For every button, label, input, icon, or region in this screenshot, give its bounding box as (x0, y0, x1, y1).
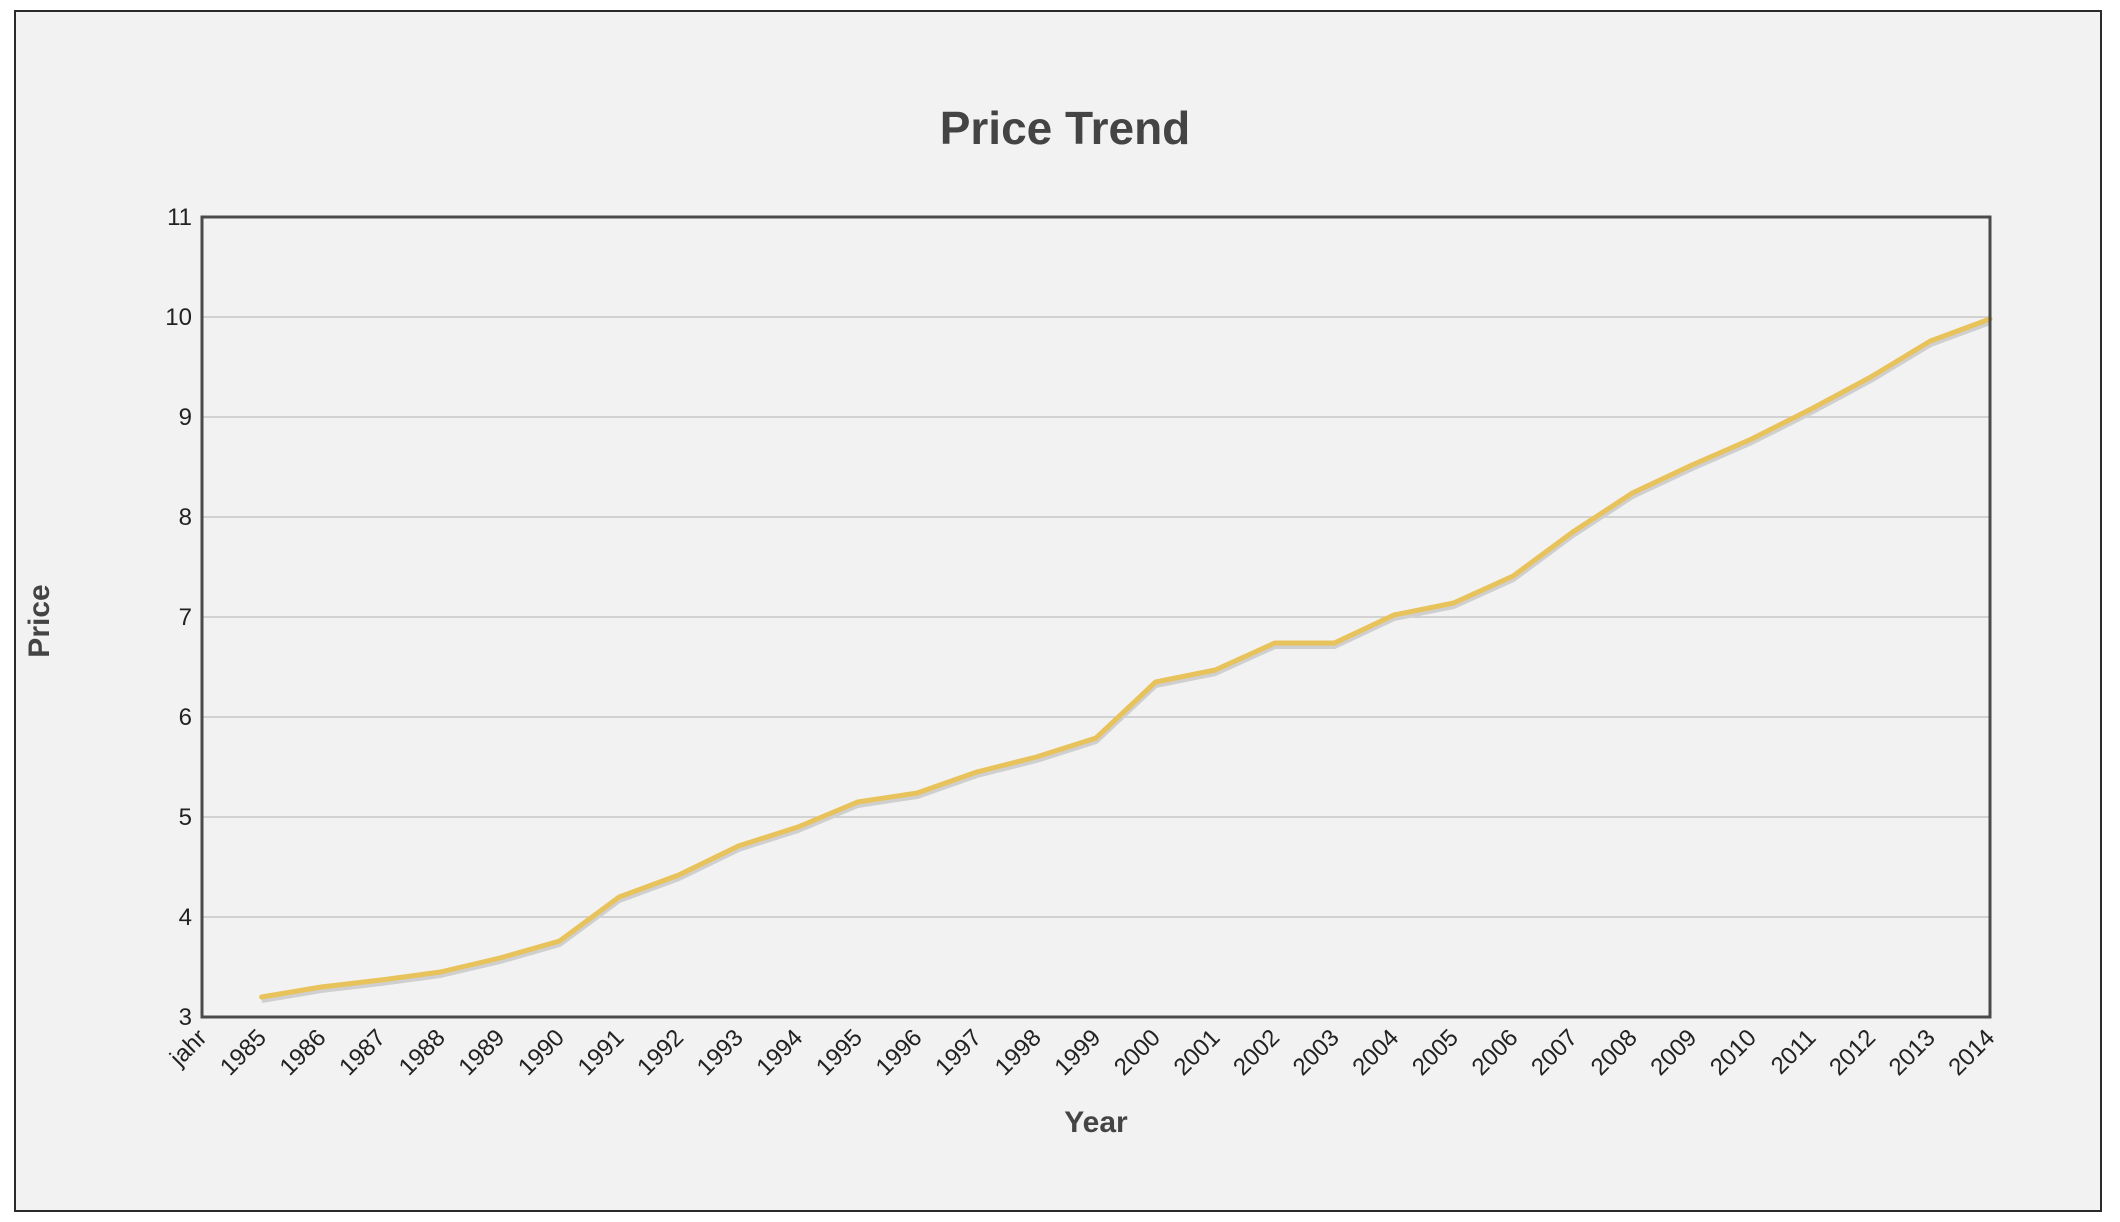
x-tick-label: 2006 (1467, 1024, 1524, 1081)
data-point (736, 843, 741, 849)
data-point (557, 938, 562, 944)
x-tick-label: 2004 (1347, 1024, 1404, 1081)
data-point (259, 994, 264, 1000)
x-tick-label: 2013 (1884, 1024, 1941, 1081)
x-tick-label: 2010 (1705, 1024, 1762, 1081)
data-point (378, 977, 383, 983)
x-tick-label: 1987 (334, 1024, 391, 1081)
x-tick-label: 1995 (811, 1024, 868, 1081)
series-line (259, 316, 1993, 1000)
x-tick-label: 2014 (1943, 1024, 2000, 1081)
x-tick-label: 2001 (1169, 1024, 1226, 1081)
x-tick-label: 2002 (1228, 1024, 1285, 1081)
series-group (259, 316, 1993, 1003)
data-point (1630, 490, 1635, 496)
x-tick-label: 2003 (1288, 1024, 1345, 1081)
x-tick-label: 1988 (394, 1024, 451, 1081)
x-tick-label: 2005 (1407, 1024, 1464, 1081)
data-point (1749, 436, 1754, 442)
y-tick-label: 9 (179, 404, 192, 431)
data-point (974, 769, 979, 775)
data-point (1272, 640, 1278, 646)
y-axis-ticks: 3 4 5 6 7 8 9 10 11 (165, 204, 192, 1031)
x-axis-ticks: jahr 1985 1986 1987 1988 1989 1990 1991 1992 1993… (164, 1024, 2000, 1081)
x-tick-label: 1994 (751, 1024, 808, 1081)
data-point (1034, 754, 1039, 760)
data-point (1511, 573, 1516, 579)
y-axis-title: Price (23, 584, 56, 657)
x-tick-label: 2008 (1586, 1024, 1643, 1081)
x-tick-label: 1989 (453, 1024, 510, 1081)
x-tick-label: 1990 (513, 1024, 570, 1081)
data-point (1451, 600, 1456, 606)
y-tick-label: 4 (179, 904, 192, 931)
data-point (676, 872, 681, 878)
x-axis-title: Year (1064, 1106, 1128, 1139)
x-tick-label: 2007 (1526, 1024, 1583, 1081)
x-tick-label: jahr (164, 1024, 212, 1072)
x-tick-label: 1998 (990, 1024, 1047, 1081)
y-tick-label: 11 (167, 204, 192, 231)
data-point (1153, 679, 1158, 685)
chart-title: Price Trend (940, 102, 1191, 154)
data-point (1332, 640, 1337, 646)
plot-area-border (200, 215, 1992, 1019)
data-point (1391, 612, 1397, 618)
data-point (617, 894, 622, 900)
x-tick-label: 1993 (692, 1024, 749, 1081)
data-point (795, 824, 801, 830)
x-tick-label: 1991 (573, 1024, 630, 1081)
data-point (855, 799, 860, 805)
x-tick-label: 1996 (871, 1024, 928, 1081)
data-point (319, 984, 324, 990)
price-trend-chart: Price Trend 3 4 5 6 7 8 9 10 11 jahr 1985 1986 1987… (23, 102, 2000, 1139)
data-point (1689, 462, 1695, 468)
x-tick-label: 2012 (1824, 1024, 1881, 1081)
data-point (1868, 374, 1874, 380)
y-tick-label: 8 (179, 504, 192, 531)
y-tick-label: 10 (165, 304, 192, 331)
x-tick-label: 1999 (1049, 1024, 1106, 1081)
data-point (915, 790, 920, 796)
x-tick-label: 1985 (215, 1024, 272, 1081)
data-point (1093, 735, 1099, 741)
y-tick-label: 5 (179, 804, 192, 831)
x-tick-label: 2009 (1645, 1024, 1702, 1081)
x-tick-label: 1997 (930, 1024, 987, 1081)
data-point (1213, 667, 1218, 673)
data-point (438, 969, 443, 975)
x-tick-label: 1992 (632, 1024, 689, 1081)
data-point (1809, 406, 1814, 412)
y-tick-label: 7 (179, 604, 192, 631)
data-point (1570, 529, 1576, 535)
chart-frame: Price Trend 3 4 5 6 7 8 9 10 11 jahr 1985 1986 1987… (14, 10, 2102, 1212)
data-point (1928, 338, 1933, 344)
x-tick-label: 2011 (1766, 1024, 1822, 1080)
y-tick-label: 3 (179, 1004, 192, 1031)
y-tick-label: 6 (179, 704, 192, 731)
x-tick-label: 1986 (275, 1024, 332, 1081)
data-point (497, 955, 503, 961)
series-line-shadow (261, 319, 1992, 1003)
grid-lines (202, 316, 1990, 918)
x-tick-label: 2000 (1109, 1024, 1166, 1081)
